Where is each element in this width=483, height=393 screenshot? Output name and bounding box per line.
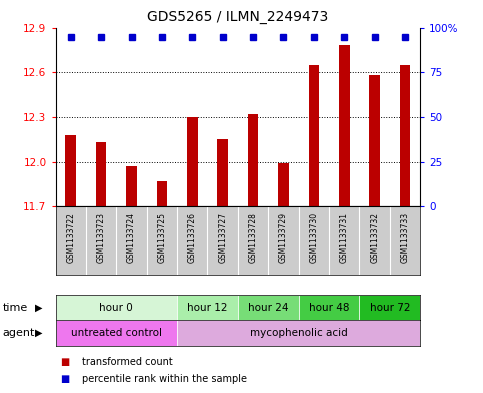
Text: GSM1133727: GSM1133727: [218, 212, 227, 263]
Text: GSM1133733: GSM1133733: [400, 212, 410, 263]
Text: GSM1133725: GSM1133725: [157, 212, 167, 263]
Bar: [177, 295, 238, 320]
Bar: [187, 117, 198, 206]
Text: agent: agent: [2, 328, 35, 338]
Text: ▶: ▶: [35, 328, 43, 338]
Text: GSM1133724: GSM1133724: [127, 212, 136, 263]
Bar: [177, 320, 420, 346]
Bar: [400, 65, 411, 206]
Bar: [339, 46, 350, 206]
Text: hour 12: hour 12: [187, 303, 228, 312]
Text: percentile rank within the sample: percentile rank within the sample: [82, 374, 247, 384]
Text: ▶: ▶: [35, 303, 43, 312]
Bar: [298, 295, 359, 320]
Bar: [359, 295, 420, 320]
Bar: [238, 295, 298, 320]
Text: GSM1133726: GSM1133726: [188, 212, 197, 263]
Text: GSM1133729: GSM1133729: [279, 212, 288, 263]
Bar: [65, 135, 76, 206]
Text: hour 72: hour 72: [369, 303, 410, 312]
Bar: [56, 295, 177, 320]
Title: GDS5265 / ILMN_2249473: GDS5265 / ILMN_2249473: [147, 10, 328, 24]
Bar: [369, 75, 380, 206]
Text: transformed count: transformed count: [82, 356, 173, 367]
Bar: [217, 139, 228, 206]
Text: hour 24: hour 24: [248, 303, 288, 312]
Text: hour 0: hour 0: [99, 303, 133, 312]
Text: mycophenolic acid: mycophenolic acid: [250, 328, 348, 338]
Bar: [248, 114, 258, 206]
Bar: [96, 142, 106, 206]
Text: hour 48: hour 48: [309, 303, 349, 312]
Text: ■: ■: [60, 356, 70, 367]
Text: GSM1133722: GSM1133722: [66, 212, 75, 263]
Text: GSM1133728: GSM1133728: [249, 212, 257, 263]
Bar: [309, 65, 319, 206]
Text: untreated control: untreated control: [71, 328, 162, 338]
Bar: [56, 320, 177, 346]
Bar: [126, 166, 137, 206]
Text: GSM1133732: GSM1133732: [370, 212, 379, 263]
Bar: [278, 163, 289, 206]
Text: GSM1133730: GSM1133730: [309, 212, 318, 263]
Text: ■: ■: [60, 374, 70, 384]
Text: time: time: [2, 303, 28, 312]
Text: GSM1133731: GSM1133731: [340, 212, 349, 263]
Text: GSM1133723: GSM1133723: [97, 212, 106, 263]
Bar: [156, 181, 167, 206]
